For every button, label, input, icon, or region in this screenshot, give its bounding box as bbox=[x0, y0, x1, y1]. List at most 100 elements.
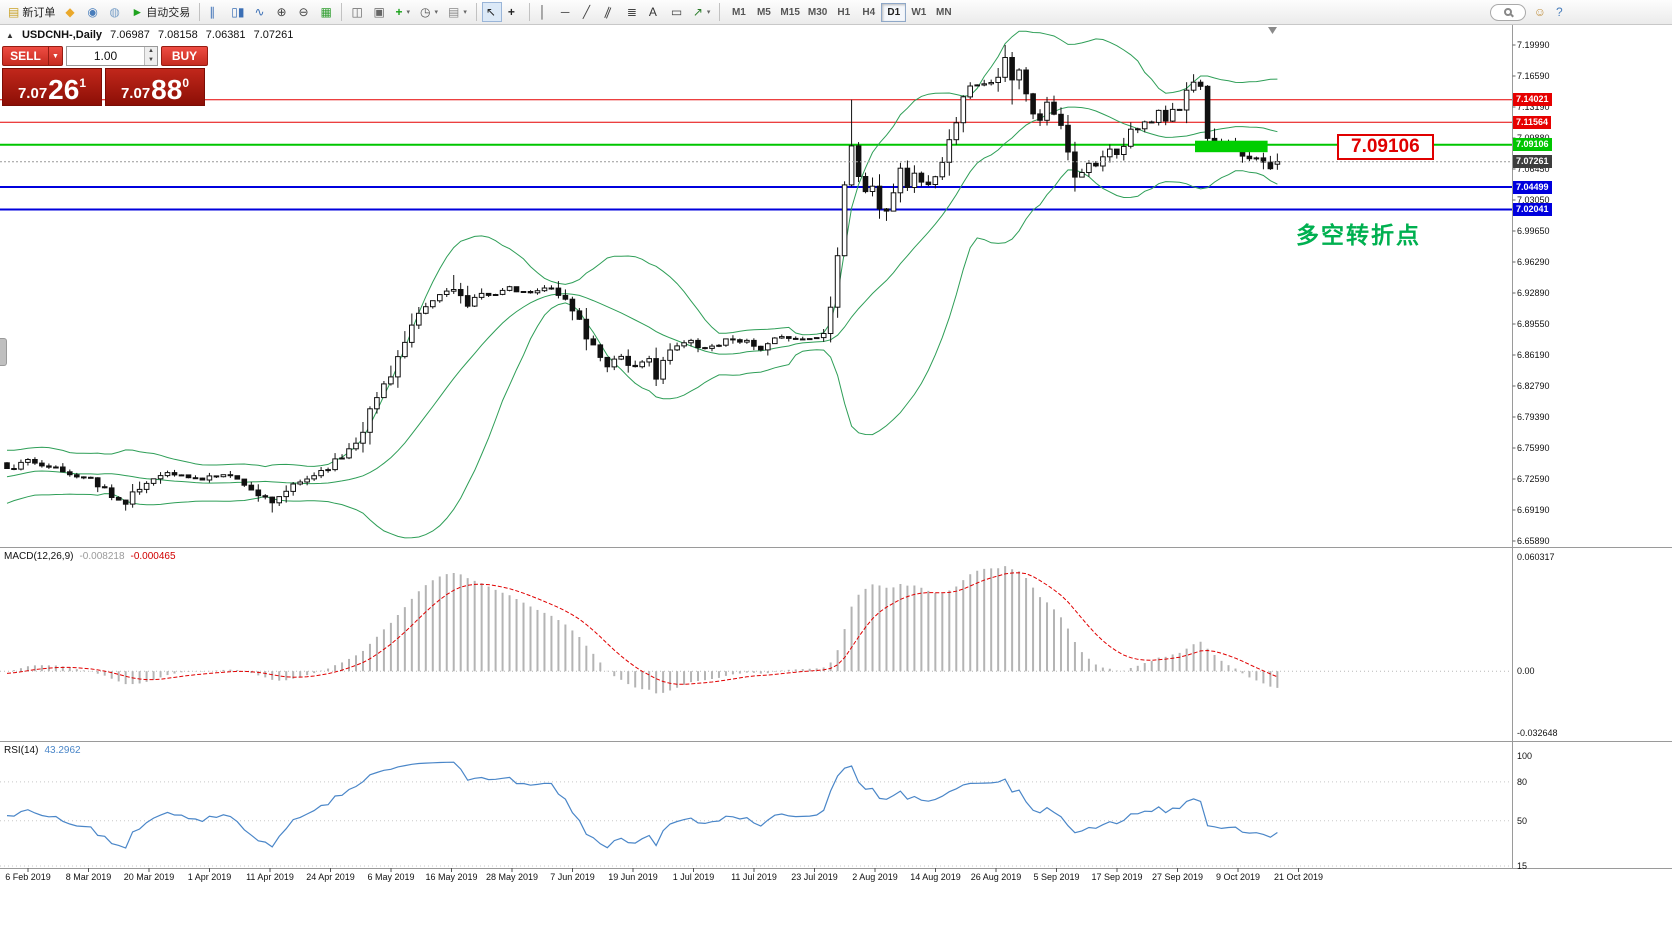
fibonacci-button[interactable]: ≣ bbox=[623, 2, 643, 22]
window-grip[interactable] bbox=[0, 338, 7, 366]
symbol-name: USDCNH-,Daily bbox=[21, 29, 103, 41]
tile-windows-button[interactable]: ◫ bbox=[347, 2, 367, 22]
cascade-windows-button[interactable]: ▣ bbox=[369, 2, 389, 22]
help-icon: ? bbox=[1556, 5, 1563, 19]
auto-scroll-icon: ▦ bbox=[320, 5, 332, 19]
highlight-rectangle[interactable] bbox=[1195, 140, 1268, 153]
new-order-button[interactable]: ▤ 新订单 bbox=[4, 2, 59, 22]
rsi-indicator-label: RSI(14) 43.2962 bbox=[4, 745, 81, 756]
candlestick-mode-icon: ▯▮ bbox=[231, 5, 245, 19]
chevron-down-icon: ▼ bbox=[52, 52, 59, 60]
indicators-button[interactable]: + ▾ bbox=[391, 2, 414, 22]
bollinger-bands bbox=[6, 30, 1278, 539]
auto-scroll-button[interactable]: ▦ bbox=[316, 2, 336, 22]
timeframe-m30[interactable]: M30 bbox=[804, 3, 831, 22]
toolbar-separator bbox=[199, 3, 201, 21]
templates-button[interactable]: ▤ ▾ bbox=[444, 2, 471, 22]
community-button[interactable]: ☺ bbox=[1530, 2, 1550, 22]
sell-options-caret[interactable]: ▼ bbox=[49, 46, 63, 66]
strategy-tester-button[interactable]: ◍ bbox=[105, 2, 125, 22]
vertical-line-icon: │ bbox=[538, 5, 547, 19]
sell-price-small: 7.07 bbox=[17, 84, 48, 102]
profiles-button[interactable]: ◆ bbox=[61, 2, 81, 22]
periods-icon: ◷ bbox=[419, 5, 431, 19]
one-click-trading-panel: SELL ▼ 1.00 ▲ ▼ BUY 7.07 26 1 7.07 88 0 bbox=[2, 46, 208, 106]
toolbar-separator bbox=[475, 3, 477, 21]
volume-decrease-button[interactable]: ▼ bbox=[145, 56, 157, 65]
community-icon: ☺ bbox=[1533, 5, 1546, 19]
autotrading-button[interactable]: ► 自动交易 bbox=[127, 2, 194, 22]
arrows-tool-button[interactable]: ↗ ▾ bbox=[689, 2, 715, 22]
one-click-collapse-icon[interactable]: ▲ bbox=[6, 31, 14, 40]
timeframe-h1[interactable]: H1 bbox=[831, 3, 856, 22]
timeframe-mn[interactable]: MN bbox=[931, 3, 956, 22]
sell-button[interactable]: SELL bbox=[2, 46, 49, 66]
arrows-tool-icon: ↗ bbox=[692, 5, 703, 19]
rsi-value: 43.2962 bbox=[44, 745, 81, 756]
toolbar-separator bbox=[341, 3, 343, 21]
one-click-price-row: 7.07 26 1 7.07 88 0 bbox=[2, 68, 208, 106]
horizontal-line-button[interactable]: ─ bbox=[557, 2, 577, 22]
toolbar-separator bbox=[719, 3, 721, 21]
strategy-tester-icon: ◍ bbox=[109, 5, 120, 19]
sell-price-sup: 1 bbox=[79, 76, 87, 90]
volume-increase-button[interactable]: ▲ bbox=[145, 47, 157, 56]
chart-shift-marker bbox=[1268, 27, 1277, 34]
chart-annotation-text[interactable]: 多空转折点 bbox=[1296, 222, 1421, 248]
timeframe-d1[interactable]: D1 bbox=[881, 2, 907, 22]
text-tool-icon: A bbox=[648, 5, 657, 19]
zoom-in-button[interactable]: ⊕ bbox=[272, 2, 292, 22]
horizontal-line-icon: ─ bbox=[560, 5, 570, 19]
equidistant-channel-button[interactable]: ∥ bbox=[601, 2, 621, 22]
tile-windows-icon: ◫ bbox=[351, 5, 363, 19]
timeframe-h4[interactable]: H4 bbox=[856, 3, 881, 22]
cursor-icon: ↖ bbox=[485, 5, 496, 19]
line-chart-mode-button[interactable]: ∿ bbox=[250, 2, 270, 22]
text-tool-button[interactable]: A bbox=[645, 2, 665, 22]
trendline-icon: ╱ bbox=[582, 5, 591, 19]
line-chart-mode-icon: ∿ bbox=[254, 5, 265, 19]
rsi-name: RSI(14) bbox=[4, 745, 39, 756]
trendline-button[interactable]: ╱ bbox=[579, 2, 599, 22]
chart-title-ohlc: ▲ USDCNH-,Daily 7.06987 7.08158 7.06381 … bbox=[6, 29, 298, 41]
search-box[interactable] bbox=[1489, 3, 1526, 21]
dropdown-caret-icon: ▾ bbox=[434, 9, 438, 16]
fibonacci-icon: ≣ bbox=[626, 5, 637, 19]
ohlc-open: 7.06987 bbox=[110, 29, 150, 41]
volume-value: 1.00 bbox=[93, 49, 118, 63]
new-order-icon: ▤ bbox=[8, 5, 20, 19]
templates-icon: ▤ bbox=[447, 5, 460, 19]
volume-field[interactable]: 1.00 ▲ ▼ bbox=[66, 46, 158, 66]
crosshair-button[interactable]: + bbox=[504, 2, 524, 22]
label-tool-button[interactable]: ▭ bbox=[667, 2, 687, 22]
sell-price-big: 26 bbox=[48, 74, 80, 106]
cascade-windows-icon: ▣ bbox=[373, 5, 385, 19]
cursor-button[interactable]: ↖ bbox=[481, 2, 502, 22]
candlestick-mode-button[interactable]: ▯▮ bbox=[227, 2, 248, 22]
bar-chart-mode-button[interactable]: ∥ bbox=[205, 2, 225, 22]
sell-price-panel[interactable]: 7.07 26 1 bbox=[2, 68, 102, 106]
market-watch-button[interactable]: ◉ bbox=[83, 2, 103, 22]
toolbar-separator bbox=[528, 3, 530, 21]
ohlc-low: 7.06381 bbox=[205, 29, 246, 41]
timeframe-m5[interactable]: M5 bbox=[751, 3, 776, 22]
zoom-out-button[interactable]: ⊖ bbox=[294, 2, 314, 22]
timeframe-m1[interactable]: M1 bbox=[726, 3, 751, 22]
crosshair-icon: + bbox=[507, 5, 515, 19]
buy-button[interactable]: BUY bbox=[161, 46, 208, 66]
macd-name: MACD(12,26,9) bbox=[4, 551, 74, 562]
vertical-line-button[interactable]: │ bbox=[535, 2, 555, 22]
price-callout-label[interactable]: 7.09106 bbox=[1337, 134, 1434, 160]
volume-spinner: ▲ ▼ bbox=[144, 47, 157, 65]
buy-price-big: 88 bbox=[151, 74, 183, 106]
zoom-in-icon: ⊕ bbox=[276, 5, 287, 19]
timeframe-m15[interactable]: M15 bbox=[776, 3, 803, 22]
buy-price-panel[interactable]: 7.07 88 0 bbox=[105, 68, 205, 106]
help-button[interactable]: ? bbox=[1552, 2, 1572, 22]
timeframe-w1[interactable]: W1 bbox=[906, 3, 931, 22]
dropdown-caret-icon: ▾ bbox=[706, 9, 711, 16]
autotrading-label: 自动交易 bbox=[146, 7, 191, 19]
periods-button[interactable]: ◷ ▾ bbox=[416, 2, 442, 22]
label-tool-icon: ▭ bbox=[670, 5, 683, 19]
